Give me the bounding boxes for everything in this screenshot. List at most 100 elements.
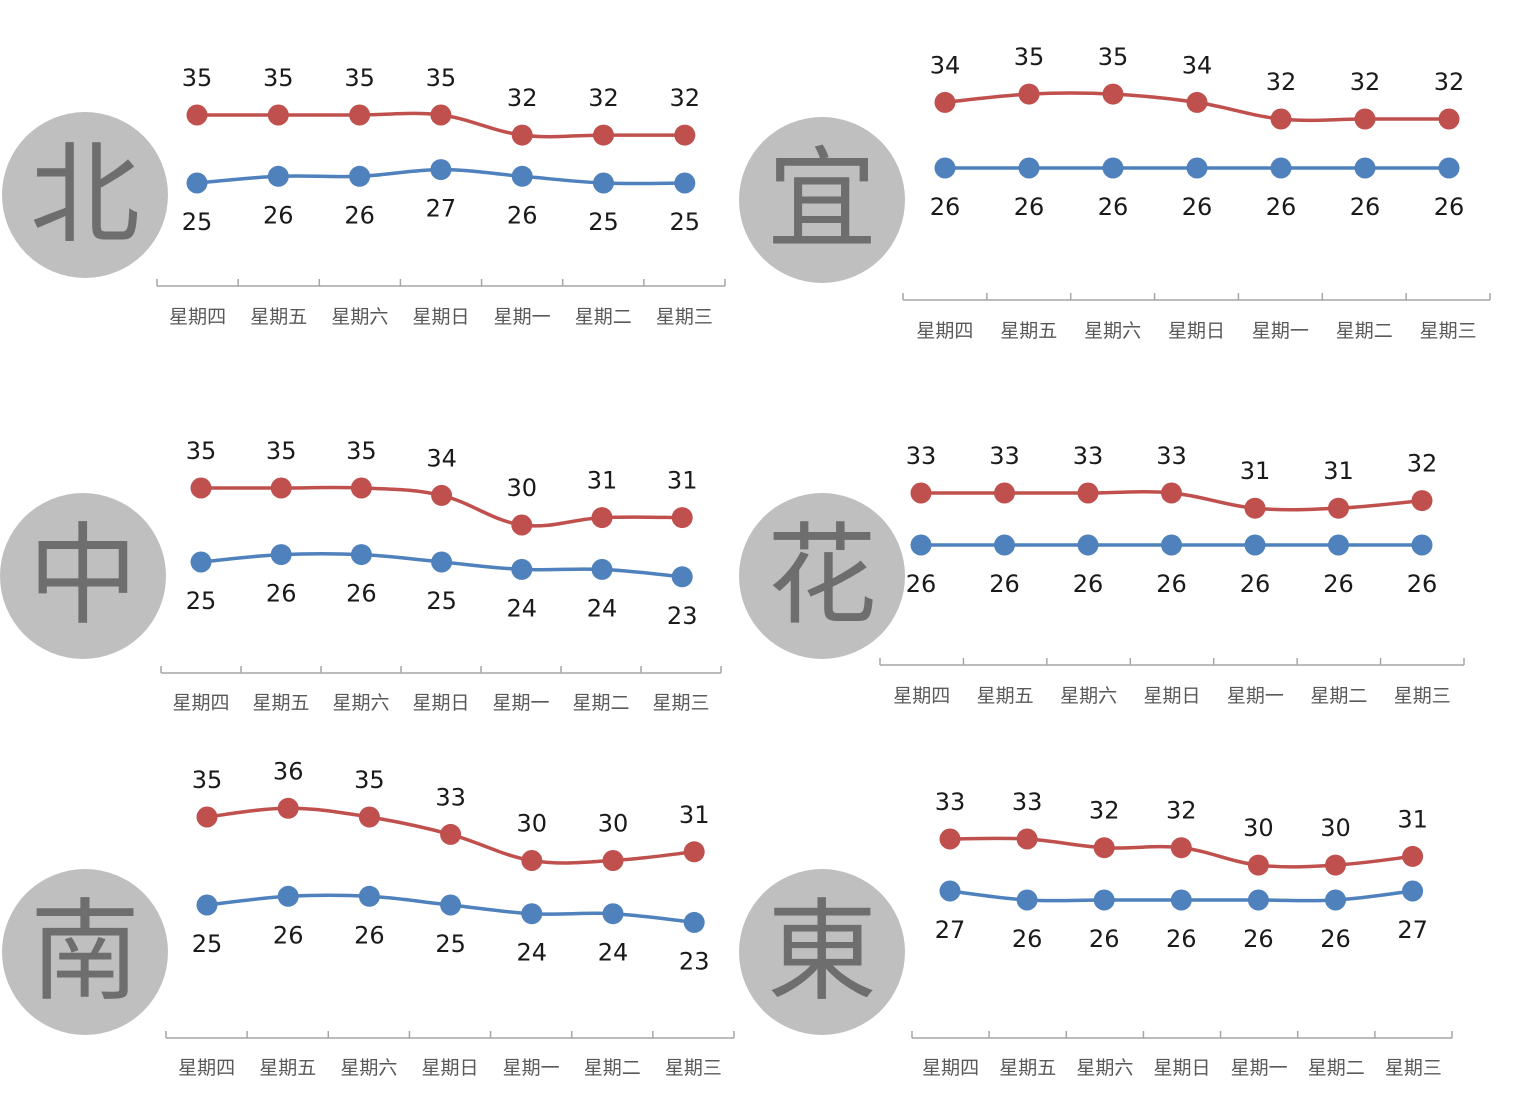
high-temp-point xyxy=(1161,482,1182,504)
high-temp-label: 32 xyxy=(1350,68,1381,96)
high-temp-point xyxy=(277,797,299,819)
low-temp-label: 26 xyxy=(1012,925,1043,953)
low-temp-label: 26 xyxy=(507,201,538,229)
low-temp-point xyxy=(1093,889,1115,911)
low-temp-label: 26 xyxy=(1166,925,1197,953)
low-temp-label: 26 xyxy=(1014,193,1045,221)
x-tick-label: 星期一 xyxy=(492,692,549,714)
x-tick-label: 星期日 xyxy=(1143,685,1200,707)
low-temp-point xyxy=(270,544,292,566)
low-temp-point xyxy=(358,885,380,907)
x-tick-label: 星期日 xyxy=(1168,320,1225,342)
x-tick-label: 星期六 xyxy=(1060,685,1117,707)
high-temp-point xyxy=(591,507,613,529)
high-temp-label: 33 xyxy=(1012,788,1043,816)
low-temp-point xyxy=(1438,157,1460,179)
high-temp-label: 35 xyxy=(344,64,375,92)
x-tick-label: 星期四 xyxy=(169,306,226,328)
x-tick-label: 星期六 xyxy=(340,1057,397,1079)
city-badge-circle xyxy=(2,112,168,278)
high-temp-point xyxy=(602,850,624,871)
high-temp-label: 31 xyxy=(1240,457,1271,485)
city-badge-label: 東 xyxy=(767,888,877,1016)
high-temp-point xyxy=(1354,108,1376,130)
low-temp-point xyxy=(671,566,693,588)
low-temp-point xyxy=(440,894,462,916)
high-temp-label: 30 xyxy=(507,474,538,502)
high-temp-point xyxy=(430,104,452,126)
high-temp-label: 33 xyxy=(989,442,1020,470)
x-tick-label: 星期六 xyxy=(332,692,389,714)
low-temp-label: 26 xyxy=(1266,193,1297,221)
high-temp-label: 33 xyxy=(435,783,466,811)
x-tick-label: 星期四 xyxy=(178,1057,235,1079)
x-tick-label: 星期三 xyxy=(665,1057,722,1079)
low-temp-point xyxy=(1018,157,1040,179)
high-temp-label: 32 xyxy=(1407,450,1438,478)
low-temp-label: 26 xyxy=(346,580,377,608)
high-temp-label: 30 xyxy=(598,810,629,838)
city-badge-circle xyxy=(0,493,166,659)
x-tick-label: 星期一 xyxy=(1252,320,1309,342)
high-temp-label: 34 xyxy=(1182,51,1213,79)
low-temp-point xyxy=(521,903,543,925)
low-temp-point xyxy=(1328,534,1349,556)
low-temp-label: 26 xyxy=(1073,570,1104,598)
city-badge-circle xyxy=(739,869,905,1035)
high-temp-point xyxy=(186,104,208,126)
high-temp-label: 30 xyxy=(517,810,548,838)
high-temp-point xyxy=(440,823,462,845)
low-temp-label: 25 xyxy=(192,930,223,958)
low-temp-point xyxy=(994,534,1015,556)
high-temp-point xyxy=(1244,497,1266,519)
low-temp-point xyxy=(511,558,533,580)
low-temp-point xyxy=(934,157,956,179)
low-temp-label: 25 xyxy=(588,208,619,236)
high-temp-label: 35 xyxy=(266,437,297,465)
high-temp-label: 32 xyxy=(1089,797,1120,825)
low-temp-label: 24 xyxy=(517,939,548,967)
high-temp-label: 31 xyxy=(1397,805,1428,833)
x-tick-label: 星期二 xyxy=(1308,1057,1365,1079)
low-temp-label: 24 xyxy=(587,594,618,622)
city-badge-label: 中 xyxy=(28,512,138,640)
high-temp-label: 35 xyxy=(186,437,217,465)
low-temp-point xyxy=(1102,157,1124,179)
high-temp-point xyxy=(1402,845,1424,867)
low-temp-label: 27 xyxy=(426,195,457,223)
high-temp-label: 33 xyxy=(1073,442,1104,470)
high-temp-label: 32 xyxy=(588,84,619,112)
high-temp-point xyxy=(270,477,292,499)
x-tick-label: 星期日 xyxy=(421,1057,478,1079)
high-temp-point xyxy=(1170,837,1192,859)
x-tick-label: 星期六 xyxy=(1076,1057,1133,1079)
low-temp-point xyxy=(350,544,372,566)
high-temp-label: 32 xyxy=(1266,68,1297,96)
high-temp-point xyxy=(349,104,371,126)
low-temp-point xyxy=(431,551,453,573)
low-temp-label: 26 xyxy=(1182,193,1213,221)
low-temp-label: 26 xyxy=(344,201,375,229)
high-temp-point xyxy=(190,477,212,499)
low-temp-label: 26 xyxy=(1156,570,1187,598)
high-temp-point xyxy=(1018,83,1040,105)
high-temp-point xyxy=(1093,837,1115,859)
x-tick-label: 星期日 xyxy=(412,306,469,328)
high-temp-label: 31 xyxy=(679,801,710,829)
low-temp-label: 26 xyxy=(1407,570,1438,598)
x-tick-label: 星期一 xyxy=(1227,685,1284,707)
high-temp-label: 35 xyxy=(1014,43,1045,71)
city-badge-label: 花 xyxy=(767,512,877,640)
city-badge-circle xyxy=(2,869,168,1035)
high-temp-point xyxy=(1077,482,1099,504)
high-temp-label: 35 xyxy=(182,64,213,92)
high-temp-point xyxy=(1016,828,1038,850)
x-tick-label: 星期日 xyxy=(1153,1057,1210,1079)
low-temp-point xyxy=(1270,157,1292,179)
high-temp-label: 33 xyxy=(1156,442,1187,470)
low-temp-label: 26 xyxy=(263,201,294,229)
x-tick-label: 星期五 xyxy=(252,692,309,714)
high-temp-label: 35 xyxy=(192,766,223,794)
